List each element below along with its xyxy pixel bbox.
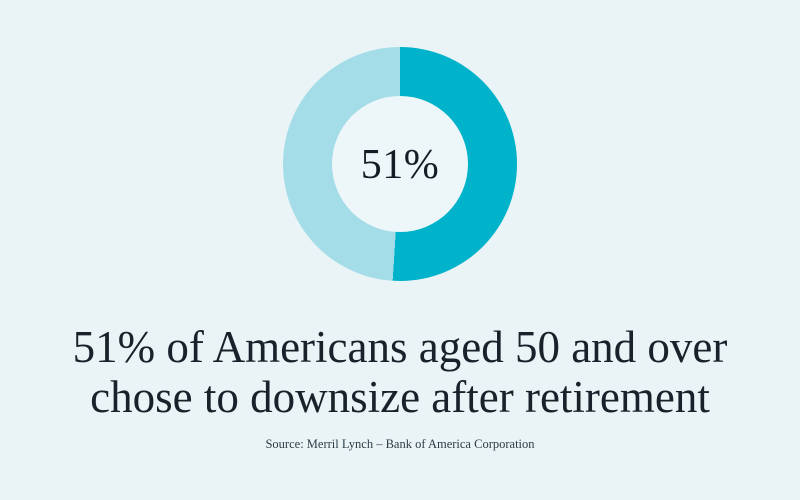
donut-hole: 51% [332,96,468,232]
headline-line-1: 51% of Americans aged 50 and over [72,322,728,372]
headline-line-2: chose to downsize after retirement [90,372,710,422]
source-caption: Source: Merril Lynch – Bank of America C… [265,437,535,451]
donut-chart: 51% [283,47,517,281]
donut-center-label: 51% [360,142,440,188]
headline: 51% of Americans aged 50 and over chose … [0,322,800,422]
